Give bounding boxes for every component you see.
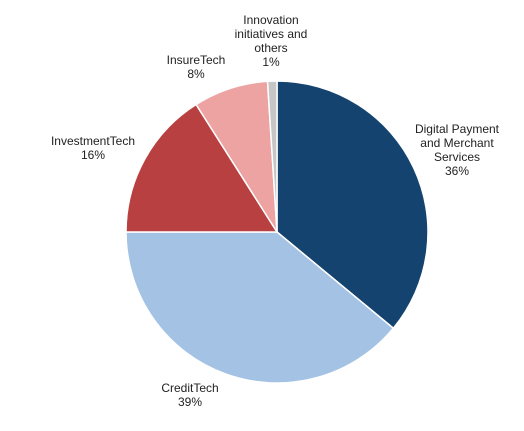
- slice-value-label-2: 16%: [81, 148, 105, 162]
- slice-value-label-1: 39%: [178, 395, 202, 409]
- pie-slice-1: [125, 231, 395, 384]
- slice-name-line-0-2: Services: [434, 150, 480, 164]
- slice-value-label-3: 8%: [187, 67, 205, 81]
- pie-slice-2: [125, 103, 279, 233]
- slice-name-line-3-0: InsureTech: [167, 53, 226, 67]
- slice-name-line-4-1: initiatives and: [235, 27, 308, 41]
- slice-name-line-0-1: and Merchant: [420, 136, 494, 150]
- slice-label-0: Digital Payment and Merchant Services 36%: [415, 122, 500, 178]
- pie-labels: Digital Payment and Merchant Services 36% Cr…: [51, 13, 500, 409]
- slice-label-4: Innovation initiatives and others 1%: [235, 13, 308, 69]
- slice-name-line-1-0: CreditTech: [161, 381, 218, 395]
- slice-value-label-0: 36%: [445, 164, 469, 178]
- slice-label-1: CreditTech 39%: [161, 381, 218, 409]
- pie-slice-0: [276, 80, 429, 330]
- slice-label-2: InvestmentTech 16%: [51, 134, 135, 162]
- pie-slices: [125, 80, 429, 384]
- slice-name-line-4-0: Innovation: [243, 13, 298, 27]
- slice-name-line-4-2: others: [254, 41, 287, 55]
- slice-label-3: InsureTech 8%: [167, 53, 226, 81]
- slice-name-line-2-0: InvestmentTech: [51, 134, 135, 148]
- pie-slice-4: [266, 80, 278, 233]
- slice-value-label-4: 1%: [262, 55, 280, 69]
- slice-name-line-0-0: Digital Payment: [415, 122, 500, 136]
